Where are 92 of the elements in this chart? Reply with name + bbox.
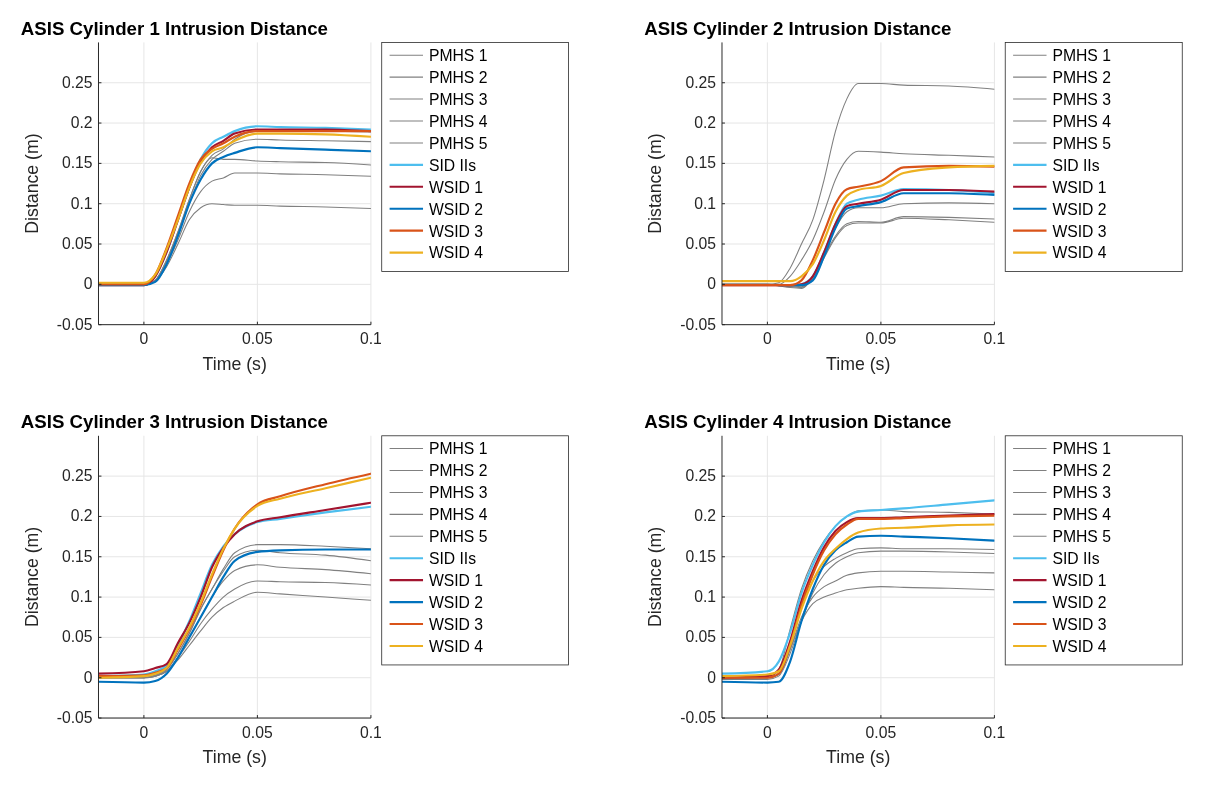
y-axis-title: Distance (m)	[21, 526, 42, 628]
legend-label: WSID 3	[428, 222, 484, 240]
legend-label: WSID 4	[1052, 637, 1107, 655]
y-tick-label: 0	[707, 275, 717, 293]
legend-label: SID IIs	[1052, 550, 1100, 568]
y-tick-label: 0.15	[62, 154, 93, 172]
y-tick-label: -0.05	[680, 708, 717, 726]
y-axis-title: Distance (m)	[645, 526, 666, 628]
x-tick-label: 0.1	[983, 330, 1006, 348]
legend-label: PMHS 1	[1052, 47, 1111, 65]
x-tick-label: 0	[139, 723, 149, 741]
x-tick-label: 0.05	[242, 723, 273, 741]
legend-label: SID IIs	[428, 550, 477, 568]
legend-label: PMHS 1	[1052, 440, 1111, 458]
x-tick-label: 0.05	[865, 723, 897, 741]
y-tick-label: -0.05	[56, 315, 93, 333]
y-tick-label: 0.2	[70, 113, 93, 131]
legend-label: PMHS 4	[428, 112, 488, 130]
y-axis-title: Distance (m)	[645, 133, 666, 234]
legend-label: WSID 1	[1052, 178, 1107, 196]
legend-label: WSID 2	[1052, 594, 1107, 611]
x-tick-label: 0.05	[865, 330, 897, 348]
legend-label: WSID 2	[428, 200, 484, 218]
y-tick-label: 0.05	[685, 234, 717, 252]
legend-label: PMHS 3	[1052, 90, 1112, 108]
x-tick-label: 0	[763, 330, 773, 348]
y-tick-label: 0	[83, 668, 93, 686]
legend-label: PMHS 3	[1052, 484, 1112, 502]
legend-label: WSID 3	[1052, 222, 1107, 240]
y-tick-label: 0.1	[70, 194, 93, 212]
chart-title: ASIS Cylinder 1 Intrusion Distance	[20, 17, 328, 39]
chart-title: ASIS Cylinder 3 Intrusion Distance	[20, 410, 328, 432]
x-tick-label: 0	[763, 723, 773, 741]
legend-label: WSID 3	[428, 615, 484, 633]
legend-label: WSID 2	[428, 594, 484, 611]
x-tick-label: 0.05	[242, 330, 273, 348]
y-tick-label: 0.05	[62, 234, 93, 252]
legend-label: WSID 3	[1052, 615, 1107, 633]
legend-label: SID IIs	[428, 156, 477, 174]
legend-label: PMHS 5	[428, 528, 488, 546]
y-tick-label: 0.2	[694, 507, 717, 525]
y-tick-label: 0.1	[694, 588, 717, 605]
y-tick-label: 0.15	[62, 547, 93, 565]
legend-label: PMHS 4	[1052, 112, 1112, 130]
legend-label: WSID 1	[428, 572, 484, 590]
y-tick-label: 0	[83, 275, 93, 293]
y-tick-label: 0.25	[685, 73, 717, 91]
legend-label: WSID 1	[428, 178, 484, 196]
legend-label: PMHS 5	[1052, 134, 1112, 152]
legend-label: PMHS 4	[1052, 506, 1112, 524]
y-tick-label: 0.2	[70, 507, 93, 525]
x-axis-title: Time (s)	[826, 353, 891, 374]
legend-label: PMHS 2	[428, 69, 488, 87]
x-tick-label: 0	[139, 330, 149, 348]
legend-label: PMHS 5	[1052, 528, 1112, 546]
legend-label: PMHS 3	[428, 90, 488, 108]
legend-label: WSID 4	[428, 244, 484, 262]
x-axis-title: Time (s)	[826, 747, 891, 768]
y-tick-label: 0.05	[685, 628, 717, 646]
legend-label: PMHS 1	[428, 440, 488, 458]
x-tick-label: 0.1	[359, 723, 382, 741]
legend-label: WSID 4	[428, 637, 484, 655]
legend-label: PMHS 4	[428, 506, 488, 524]
legend-label: PMHS 5	[428, 134, 488, 152]
y-tick-label: -0.05	[680, 315, 717, 333]
y-axis-title: Distance (m)	[21, 133, 42, 234]
x-axis-title: Time (s)	[202, 353, 267, 374]
y-tick-label: 0.05	[62, 628, 93, 646]
x-axis-title: Time (s)	[202, 747, 267, 768]
legend-label: WSID 1	[1052, 572, 1107, 590]
legend-label: WSID 4	[1052, 244, 1107, 262]
y-tick-label: 0.1	[70, 588, 93, 605]
legend-label: PMHS 2	[1052, 462, 1111, 480]
y-tick-label: 0.2	[694, 113, 717, 131]
legend-label: SID IIs	[1052, 156, 1100, 174]
legend-label: PMHS 3	[428, 484, 488, 502]
y-tick-label: -0.05	[56, 708, 93, 726]
y-tick-label: 0.25	[685, 467, 717, 485]
y-tick-label: 0	[707, 668, 717, 686]
y-tick-label: 0.15	[685, 547, 717, 565]
legend-label: PMHS 2	[1052, 69, 1111, 87]
x-tick-label: 0.1	[359, 330, 382, 348]
chart-title: ASIS Cylinder 4 Intrusion Distance	[644, 410, 952, 432]
legend-label: PMHS 2	[428, 462, 488, 480]
y-tick-label: 0.25	[62, 467, 93, 485]
y-tick-label: 0.25	[62, 73, 93, 91]
y-tick-label: 0.15	[685, 154, 717, 172]
legend-label: WSID 2	[1052, 200, 1107, 218]
y-tick-label: 0.1	[694, 194, 717, 212]
x-tick-label: 0.1	[983, 723, 1006, 741]
chart-title: ASIS Cylinder 2 Intrusion Distance	[644, 17, 952, 39]
legend-label: PMHS 1	[428, 47, 488, 65]
